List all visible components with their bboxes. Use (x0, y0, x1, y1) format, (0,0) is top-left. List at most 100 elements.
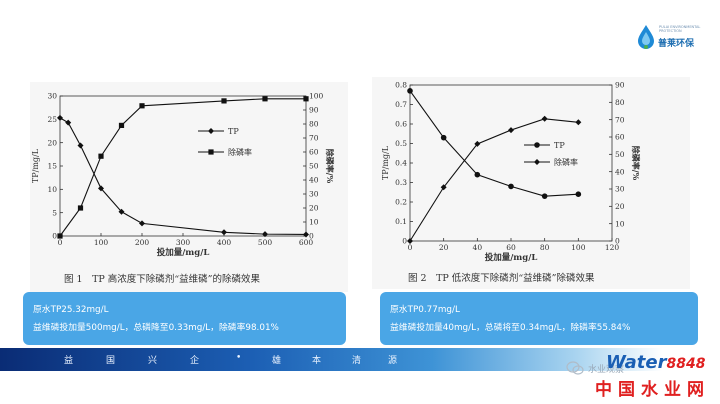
result-box-2-line1: 原水TP0.77mg/L (390, 305, 460, 315)
y-left-tick-label: 0.4 (395, 159, 407, 168)
y-left-tick-label: 20 (47, 138, 57, 147)
slogan-char: 清 (352, 356, 362, 366)
data-point (575, 119, 582, 126)
legend-label: 除磷率 (228, 147, 252, 157)
y-left-tick-label: 5 (52, 208, 57, 217)
wechat-watermark: 水业观察 (588, 365, 625, 375)
slogan-char: 国 (106, 356, 116, 366)
result-box-2: 原水TP0.77mg/L 益维磷投加量40mg/L，总磷将至0.34mg/L，除… (380, 292, 698, 345)
x-tick-label: 40 (473, 243, 483, 252)
y-left-tick-label: 30 (47, 92, 57, 101)
legend-label: TP (554, 141, 565, 150)
site-logo-number: 8848 (666, 356, 706, 372)
data-point (474, 140, 481, 147)
y-right-tick-label: 40 (615, 167, 625, 176)
y-right-tick-label: 20 (615, 202, 625, 211)
y-left-tick-label: 0.1 (395, 217, 407, 226)
data-point (440, 184, 447, 191)
x-tick-label: 20 (439, 243, 449, 252)
y-right-axis-label: 除磷率/% (631, 146, 641, 181)
x-tick-label: 200 (135, 238, 150, 247)
data-point (575, 191, 582, 197)
data-point (474, 171, 481, 178)
y-right-tick-label: 30 (615, 185, 625, 194)
y-right-tick-label: 30 (309, 190, 319, 199)
y-right-tick-label: 50 (615, 150, 625, 159)
y-left-tick-label: 0.6 (395, 120, 407, 129)
data-point (65, 119, 72, 126)
figure-1: 0 100 200 300 400 500 600 0 5 10 15 20 25 30 0 10 20 30 40… (30, 82, 348, 292)
y-right-tick-label: 60 (615, 133, 625, 142)
y-left-tick-label: 0 (402, 237, 407, 246)
data-point (303, 96, 309, 102)
slogan-char: 兴 (148, 356, 158, 366)
y-right-tick-label: 90 (615, 81, 625, 90)
legend-marker (208, 149, 214, 155)
slogan-char: 企 (190, 356, 200, 366)
series-line-2 (59, 98, 306, 237)
series-line-1 (409, 90, 579, 197)
slogan-char: 益 (64, 356, 74, 366)
x-tick-label: 120 (605, 243, 620, 252)
slogan-char: • (236, 353, 242, 363)
y-right-tick-label: 50 (309, 162, 319, 171)
y-right-tick-label: 10 (615, 219, 625, 228)
slogan-char: 源 (388, 356, 398, 366)
figure-2: 0 20 40 60 80 100 120 0 0.1 0.2 0.3 0.4 0.5 0.6 0.7 0.8… (372, 77, 690, 289)
y-right-tick-label: 70 (615, 115, 625, 124)
data-point (57, 114, 63, 121)
figure-1-caption: 图 1 TP 高浓度下除磷剂“益维磷”的除磷效果 (64, 274, 261, 285)
data-point (508, 127, 514, 134)
y-right-tick-label: 60 (309, 148, 319, 157)
series-line-1 (59, 117, 307, 236)
chart-2: 0 20 40 60 80 100 12000.10.20.30.40.50.60.70.8… (381, 81, 641, 263)
y-left-tick-label: 0.8 (395, 81, 407, 90)
y-left-tick-label: 15 (47, 162, 57, 171)
x-tick-label: 100 (571, 243, 586, 252)
y-left-tick-label: 25 (47, 115, 57, 124)
site-logo: Water8848 (606, 352, 705, 373)
legend-marker (208, 128, 214, 134)
y-left-tick-label: 0.7 (395, 100, 407, 109)
plot-frame (409, 84, 613, 242)
figure-2-caption: 图 2 TP 低浓度下除磷剂“益维磷”除磷效果 (408, 273, 595, 284)
y-right-tick-label: 0 (309, 232, 314, 241)
data-point (407, 238, 413, 244)
data-point (407, 88, 413, 94)
x-tick-label: 80 (540, 243, 550, 252)
y-right-tick-label: 40 (309, 176, 319, 185)
y-right-tick-label: 20 (309, 204, 319, 213)
data-point (440, 134, 447, 141)
data-point (118, 122, 125, 128)
x-tick-label: 600 (299, 238, 314, 247)
wechat-icon (566, 361, 584, 375)
result-box-1-line2: 益维磷投加量500mg/L，总磷降至0.33mg/L，除磷率98.01% (33, 323, 279, 333)
result-box-2-line2: 益维磷投加量40mg/L，总磷将至0.34mg/L，除磷率55.84% (390, 323, 631, 333)
data-point (508, 183, 514, 190)
y-right-tick-label: 80 (615, 98, 625, 107)
result-box-1-line1: 原水TP25.32mg/L (33, 305, 109, 315)
y-right-tick-label: 10 (309, 218, 319, 227)
legend-marker (534, 159, 540, 165)
legend-marker (534, 142, 540, 148)
data-point (77, 205, 84, 211)
logo-tagline: PULAI ENVIRONMENTAL PROTECTION (659, 25, 701, 33)
y-right-tick-label: 100 (309, 92, 324, 101)
y-left-axis-label: TP/mg/L (381, 145, 390, 180)
slogan-char: 本 (312, 356, 322, 366)
water-drop-icon (638, 25, 654, 49)
data-point (303, 231, 309, 238)
legend-label: TP (228, 127, 239, 136)
data-point (541, 115, 548, 122)
data-point (57, 233, 63, 239)
slogan-char: 雄 (272, 356, 282, 366)
y-right-tick-label: 80 (309, 120, 319, 129)
y-left-tick-label: 0.3 (395, 178, 407, 187)
x-axis-label: 投加量/mg/L (157, 247, 210, 258)
result-box-1: 原水TP25.32mg/L 益维磷投加量500mg/L，总磷降至0.33mg/L… (23, 292, 346, 345)
x-tick-label: 60 (506, 243, 516, 252)
site-name: 中国水业网 (595, 380, 710, 400)
data-point (118, 208, 125, 215)
data-point (541, 193, 548, 199)
data-point (221, 98, 227, 104)
